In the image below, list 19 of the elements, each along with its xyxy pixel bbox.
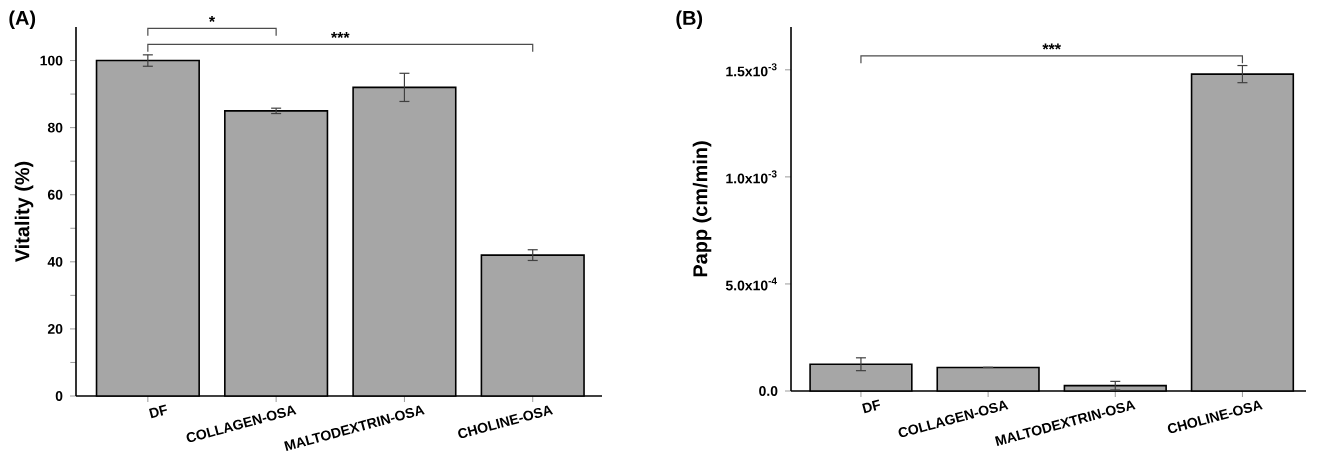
y-tick-label: 5.0x10$^{-4}$ <box>725 277 777 291</box>
y-tick-label: 1.0x10$^{-3}$ <box>726 170 777 184</box>
annotation: *** <box>1042 43 1061 50</box>
y-tick-label: 0.0 <box>759 386 778 396</box>
y-tick-label: 100 <box>40 55 63 66</box>
y-tick-label: 0 <box>55 391 63 401</box>
y-axis-title: Papp (cm/min) <box>692 141 712 277</box>
y-tick-label: 1.5x10$^{-3}$ <box>726 63 777 77</box>
x-tick-label: DF <box>862 399 881 414</box>
y-tick-label: 80 <box>47 122 63 133</box>
y-tick-label: 40 <box>47 256 63 267</box>
chart-title: (B) <box>676 10 703 29</box>
x-tick-label: DF <box>149 404 167 419</box>
chart-title: (A) <box>9 10 36 29</box>
annotation: *** <box>331 32 350 39</box>
text: * <box>208 15 216 22</box>
y-tick-label: 20 <box>47 323 63 334</box>
y-tick-label: 60 <box>47 189 63 200</box>
y-axis-title: Vitality (%) <box>14 161 34 263</box>
